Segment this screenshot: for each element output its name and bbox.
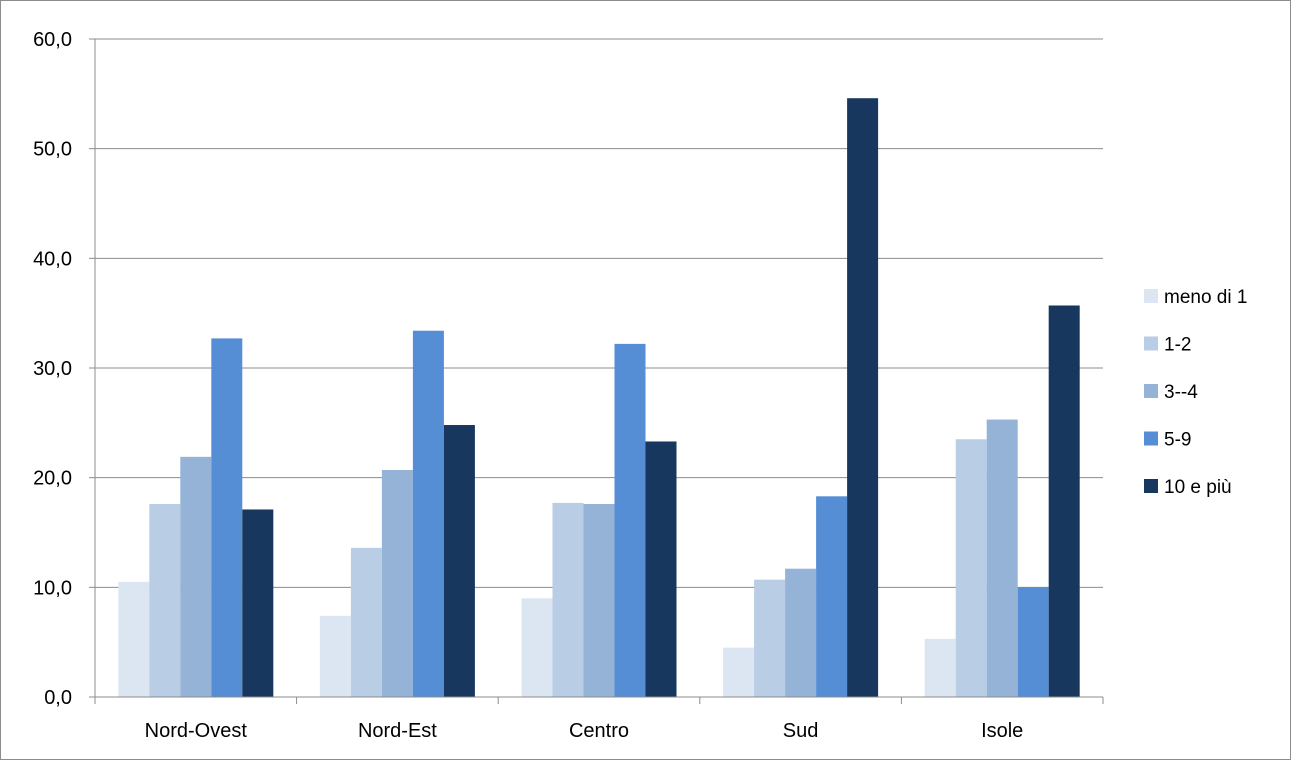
bar-sud-series-4 — [816, 496, 848, 697]
legend-label: 1-2 — [1164, 335, 1191, 356]
tick-labels: 0,0 10,0 20,0 30,0 40,0 50,0 60,0 Nord-Ovest Nor… — [33, 29, 1023, 742]
bar-centro-series-5 — [645, 441, 677, 697]
bars — [118, 98, 1080, 698]
bar-nord-est-series-2 — [350, 547, 382, 697]
bar-isole-series-2 — [955, 439, 987, 697]
bar-nord-ovest-series-4 — [211, 338, 243, 697]
y-tick-label: 10,0 — [33, 577, 72, 599]
bar-nord-est-series-4 — [412, 330, 444, 697]
bar-sud-series-3 — [785, 568, 817, 697]
legend-swatch — [1144, 431, 1158, 446]
bar-isole-series-3 — [986, 419, 1018, 697]
y-tick-label: 20,0 — [33, 468, 72, 490]
y-tick-label: 40,0 — [33, 248, 72, 270]
bar-nord-est-series-3 — [381, 469, 413, 697]
bar-sud-series-5 — [847, 98, 879, 698]
legend-swatch — [1144, 336, 1158, 351]
x-tick-label: Centro — [569, 720, 629, 742]
x-tick-label: Nord-Ovest — [145, 720, 248, 742]
legend-label: 5-9 — [1164, 430, 1191, 451]
bar-nord-ovest-series-5 — [242, 509, 274, 697]
bar-nord-ovest-series-3 — [180, 456, 212, 697]
bar-isole-series-4 — [1017, 587, 1049, 697]
x-tick-label: Isole — [981, 720, 1023, 742]
legend-label: 3--4 — [1164, 382, 1198, 403]
legend-label: meno di 1 — [1164, 287, 1247, 308]
legend-swatch — [1144, 384, 1158, 398]
bar-centro-series-2 — [552, 502, 584, 697]
x-tick-label: Sud — [783, 720, 819, 742]
y-tick-label: 0,0 — [44, 687, 72, 709]
bar-nord-ovest-series-2 — [149, 503, 181, 697]
bar-nord-est-series-5 — [443, 425, 475, 697]
bar-centro-series-3 — [583, 503, 615, 697]
x-tick-label: Nord-Est — [358, 720, 437, 742]
bar-nord-ovest-series-1 — [118, 581, 150, 697]
y-tick-label: 60,0 — [33, 29, 72, 51]
bar-centro-series-1 — [521, 598, 553, 697]
legend-swatch — [1144, 479, 1158, 493]
bar-sud-series-1 — [723, 647, 755, 697]
axes — [89, 38, 1104, 704]
legend-label: 10 e più — [1164, 477, 1232, 498]
bar-nord-est-series-1 — [319, 615, 351, 697]
y-tick-label: 50,0 — [33, 139, 72, 161]
bar-sud-series-2 — [754, 579, 786, 697]
y-tick-label: 30,0 — [33, 358, 72, 380]
legend-swatch — [1144, 289, 1158, 303]
bar-centro-series-4 — [614, 343, 646, 697]
bar-isole-series-5 — [1048, 305, 1080, 697]
bar-isole-series-1 — [924, 638, 956, 697]
legend: meno di 1 1-2 3--4 5-9 10 e più — [1144, 287, 1247, 498]
